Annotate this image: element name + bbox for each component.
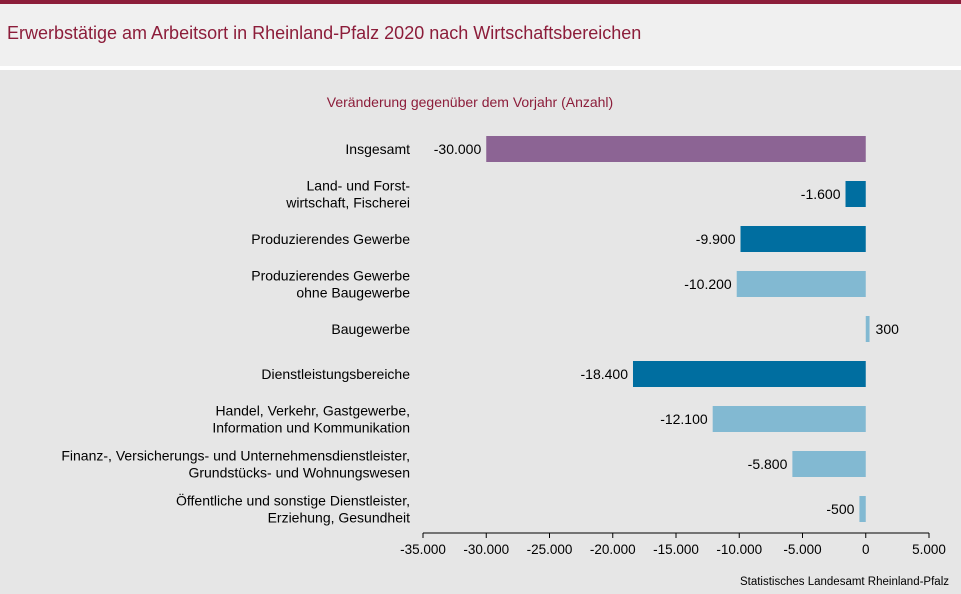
x-tick-label-3: -20.000 bbox=[590, 542, 636, 557]
bar-5 bbox=[632, 361, 866, 387]
category-label-2-0: Produzierendes Gewerbe bbox=[251, 231, 410, 247]
data-label-6: -12.100 bbox=[660, 411, 708, 427]
data-label-8: -500 bbox=[826, 501, 854, 517]
header: Erwerbstätige am Arbeitsort in Rheinland… bbox=[0, 4, 961, 66]
bar-0 bbox=[486, 136, 866, 162]
x-tick-label-4: -15.000 bbox=[653, 542, 699, 557]
data-label-0: -30.000 bbox=[434, 141, 482, 157]
category-label-6-1: Information und Kommunikation bbox=[212, 420, 410, 436]
data-label-5: -18.400 bbox=[581, 366, 629, 382]
category-label-3-1: ohne Baugewerbe bbox=[296, 285, 410, 301]
data-label-3: -10.200 bbox=[684, 276, 732, 292]
chart-title: Veränderung gegenüber dem Vorjahr (Anzah… bbox=[326, 94, 614, 110]
data-label-2: -9.900 bbox=[696, 231, 736, 247]
data-label-7: -5.800 bbox=[748, 456, 788, 472]
category-label-8-1: Erziehung, Gesundheit bbox=[268, 510, 411, 526]
category-label-5-0: Dienstleistungsbereiche bbox=[261, 366, 410, 382]
x-tick-label-7: 0 bbox=[862, 542, 870, 557]
bar-3 bbox=[736, 271, 866, 297]
chart-area: Veränderung gegenüber dem Vorjahr (Anzah… bbox=[0, 70, 961, 594]
x-tick-label-8: 5.000 bbox=[912, 542, 946, 557]
category-label-6-0: Handel, Verkehr, Gastgewerbe, bbox=[215, 403, 410, 419]
bar-6 bbox=[712, 406, 866, 432]
category-label-7-1: Grundstücks- und Wohnungswesen bbox=[188, 465, 410, 481]
source-note: Statistisches Landesamt Rheinland-Pfalz bbox=[739, 576, 949, 588]
x-tick-label-2: -25.000 bbox=[527, 542, 573, 557]
page-title: Erwerbstätige am Arbeitsort in Rheinland… bbox=[7, 23, 642, 43]
category-label-1-1: wirtschaft, Fischerei bbox=[285, 195, 410, 211]
x-tick-label-5: -10.000 bbox=[716, 542, 762, 557]
bar-7 bbox=[792, 451, 866, 477]
category-label-4-0: Baugewerbe bbox=[331, 321, 410, 337]
bar-2 bbox=[740, 226, 866, 252]
category-label-8-0: Öffentliche und sonstige Dienstleister, bbox=[176, 492, 410, 509]
category-label-0-0: Insgesamt bbox=[345, 141, 410, 157]
x-tick-label-6: -5.000 bbox=[783, 542, 821, 557]
bar-chart: -30.000 Insgesamt -1.600 Land- und Forst-wi… bbox=[61, 136, 946, 557]
bar-8 bbox=[859, 496, 866, 522]
x-tick-label-0: -35.000 bbox=[400, 542, 446, 557]
bar-4 bbox=[865, 316, 870, 342]
top-rule bbox=[0, 0, 961, 4]
bar-1 bbox=[845, 181, 866, 207]
divider bbox=[0, 66, 961, 70]
data-label-4: 300 bbox=[876, 321, 900, 337]
category-label-1-0: Land- und Forst- bbox=[307, 178, 411, 194]
category-label-7-0: Finanz-, Versicherungs- und Unternehmens… bbox=[61, 448, 410, 464]
x-tick-label-1: -30.000 bbox=[463, 542, 509, 557]
data-label-1: -1.600 bbox=[801, 186, 841, 202]
category-label-3-0: Produzierendes Gewerbe bbox=[251, 268, 410, 284]
